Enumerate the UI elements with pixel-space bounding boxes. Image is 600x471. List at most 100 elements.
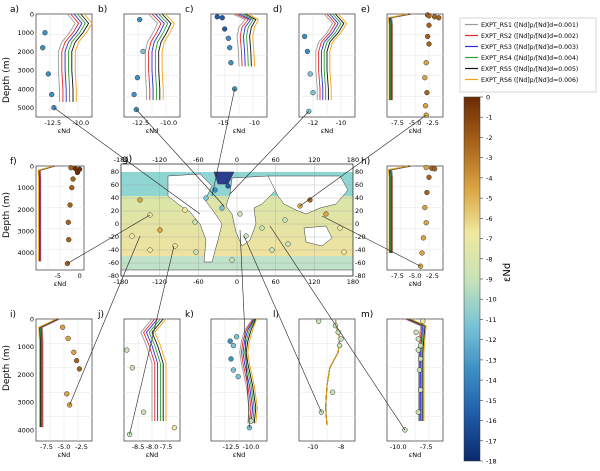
observation-point (227, 338, 233, 344)
map-station-marker (229, 257, 235, 263)
observation-point (70, 176, 76, 182)
observation-point (423, 60, 429, 66)
map-lat-ticks: 80 80 60 60 40 40 20 20 0 0 -20 -20 -40 -40 -60 -60 -80 -… (108, 168, 365, 280)
connector-line (129, 245, 175, 435)
depth-tick-label: 4000 (17, 249, 34, 257)
map-lat-tick-left: 40 (111, 194, 119, 202)
model-profile-line (410, 318, 427, 421)
enD-tick-label: -10 (308, 443, 319, 451)
observation-point (436, 15, 442, 21)
depth-tick-label: 4000 (17, 85, 34, 93)
colorbar-tick-label: -13 (486, 356, 497, 364)
observation-point (64, 391, 70, 397)
depth-tick-label: 2000 (17, 48, 34, 56)
model-profile-line (320, 13, 339, 101)
world-map-panel: g) -180-180-120-120-60-60006060120120180… (108, 154, 365, 286)
observation-point (415, 409, 422, 415)
panel-xlabel: εNd (58, 451, 71, 459)
model-profile-line (151, 13, 165, 101)
model-profile-line (315, 13, 334, 101)
enD-tick-label: 0 (78, 272, 82, 280)
observation-point (248, 418, 254, 424)
enD-tick-label: -7.5 (420, 443, 433, 451)
model-profile-line (151, 318, 164, 421)
observation-point (71, 349, 77, 355)
enD-tick-label: -5 (55, 272, 61, 280)
model-profile-line (148, 13, 162, 101)
map-station-marker (137, 197, 143, 203)
model-profile-line (329, 13, 348, 101)
observation-point (129, 365, 136, 371)
map-lat-tick-left: -20 (108, 233, 119, 241)
legend-entry: EXPT_RS3 ([Nd]p/[Nd]d=0.003) (481, 44, 578, 51)
observation-point (431, 166, 438, 172)
observation-point (68, 165, 74, 171)
panel-xlabel: εNd (233, 451, 246, 459)
colorbar-tick-label: -1 (486, 114, 492, 122)
observation-point (415, 336, 422, 342)
model-profile-line (145, 318, 159, 421)
map-lat-tick-right: -40 (355, 246, 366, 254)
connector-line (67, 214, 151, 264)
legend-entry: EXPT_RS4 ([Nd]p/[Nd]d=0.004) (481, 55, 578, 62)
map-station-marker (341, 249, 347, 255)
observation-point (225, 35, 232, 41)
depth-tick-label: 2000 (17, 206, 34, 214)
model-profile-line (326, 13, 345, 101)
colorbar-label: εNd (502, 263, 513, 282)
observation-point (42, 30, 48, 36)
colorbar-tick-label: -9 (486, 276, 492, 284)
observation-point (230, 342, 237, 349)
model-profile-line (143, 318, 156, 421)
model-profile-line (161, 13, 175, 101)
observation-point (415, 347, 422, 353)
model-profile-line (61, 13, 80, 102)
observation-point (171, 425, 178, 431)
map-lon-tick-bottom: 0 (235, 278, 239, 286)
observation-point (423, 164, 429, 171)
enD-tick-label: -15 (218, 119, 229, 127)
map-lat-tick-left: 60 (111, 181, 119, 189)
map-station-marker (147, 247, 153, 253)
observation-point (315, 318, 322, 324)
model-profile-line (240, 318, 254, 424)
map-lon-tick-top: -60 (193, 156, 204, 164)
observation-point (420, 318, 426, 324)
observation-point (422, 75, 428, 81)
map-lat-tick-left: 20 (111, 207, 119, 215)
observation-point (219, 15, 225, 21)
model-profile-line (244, 13, 257, 67)
map-lat-tick-right: 40 (355, 194, 363, 202)
enD-tick-label: -12 (308, 119, 319, 127)
connector-line (229, 111, 310, 195)
model-profile-line (241, 13, 254, 67)
observation-point (140, 409, 147, 415)
map-station-marker (157, 227, 163, 233)
observation-point (426, 13, 432, 19)
colorbar-tick-label: -15 (486, 397, 497, 405)
model-profile-line (154, 13, 169, 101)
enD-tick-label: -10.0 (160, 119, 177, 127)
colorbar-tick-label: -14 (486, 377, 497, 385)
observation-point (413, 329, 419, 335)
depth-tick-label: 3000 (17, 399, 34, 407)
map-lat-tick-right: 60 (355, 181, 363, 189)
enD-tick-label: -10 (336, 119, 347, 127)
depth-label-row2: Depth (m) (2, 192, 12, 238)
colorbar-tick-label: -16 (486, 417, 497, 425)
map-lon-tick-bottom: -120 (152, 278, 167, 286)
observation-point (335, 329, 341, 335)
legend-entry: EXPT_RS2 ([Nd]p/[Nd]d=0.002) (481, 33, 578, 40)
map-station-marker (192, 219, 198, 225)
observation-point (134, 75, 141, 81)
observation-point (338, 336, 344, 342)
panel-letter: d) (273, 5, 282, 15)
colorbar-tick-label: -5 (486, 195, 492, 203)
enD-tick-label: -10.0 (72, 119, 89, 127)
enD-tick-label: -8.5 (132, 443, 145, 451)
observation-point (336, 342, 343, 349)
